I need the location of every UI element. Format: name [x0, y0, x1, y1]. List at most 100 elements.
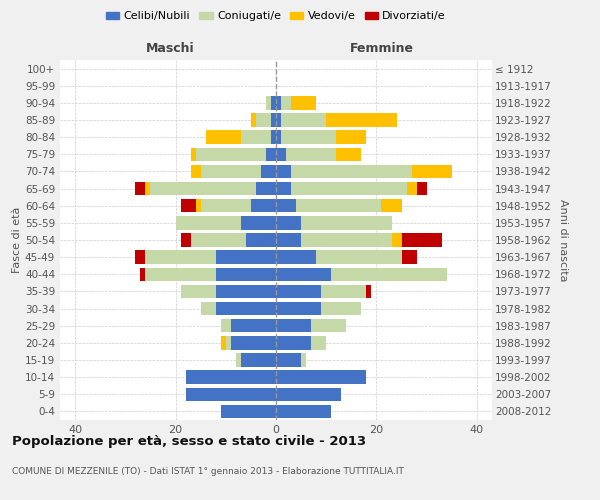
Bar [326, 114, 397, 126]
Text: Popolazione per età, sesso e stato civile - 2013: Popolazione per età, sesso e stato civil… [12, 435, 366, 448]
Bar [226, 336, 231, 349]
Bar [206, 130, 241, 144]
Bar [281, 114, 326, 126]
Bar [382, 199, 401, 212]
Bar [301, 216, 392, 230]
Bar [181, 234, 191, 246]
Bar [416, 182, 427, 196]
Bar [200, 164, 261, 178]
Bar [236, 354, 241, 366]
Bar [276, 199, 296, 212]
Text: Femmine: Femmine [349, 42, 413, 55]
Bar [401, 234, 442, 246]
Bar [271, 96, 276, 110]
Bar [296, 199, 382, 212]
Bar [331, 268, 447, 281]
Bar [221, 319, 231, 332]
Bar [276, 268, 331, 281]
Bar [336, 130, 367, 144]
Bar [256, 182, 276, 196]
Bar [367, 284, 371, 298]
Bar [401, 250, 416, 264]
Bar [291, 182, 407, 196]
Bar [276, 130, 281, 144]
Bar [276, 96, 281, 110]
Bar [200, 302, 216, 316]
Bar [276, 319, 311, 332]
Bar [246, 234, 276, 246]
Bar [311, 319, 346, 332]
Bar [276, 336, 311, 349]
Bar [311, 336, 326, 349]
Bar [196, 199, 200, 212]
Bar [281, 130, 336, 144]
Bar [191, 148, 196, 161]
Bar [301, 354, 306, 366]
Bar [200, 199, 251, 212]
Bar [276, 164, 291, 178]
Bar [241, 216, 276, 230]
Bar [281, 96, 291, 110]
Bar [191, 234, 246, 246]
Text: COMUNE DI MEZZENILE (TO) - Dati ISTAT 1° gennaio 2013 - Elaborazione TUTTITALIA.: COMUNE DI MEZZENILE (TO) - Dati ISTAT 1°… [12, 468, 404, 476]
Bar [136, 250, 145, 264]
Bar [276, 216, 301, 230]
Bar [321, 284, 367, 298]
Bar [392, 234, 401, 246]
Bar [261, 164, 276, 178]
Legend: Celibi/Nubili, Coniugati/e, Vedovi/e, Divorziati/e: Celibi/Nubili, Coniugati/e, Vedovi/e, Di… [103, 8, 449, 24]
Bar [140, 268, 145, 281]
Bar [185, 370, 276, 384]
Bar [145, 268, 216, 281]
Bar [271, 114, 276, 126]
Bar [412, 164, 452, 178]
Bar [407, 182, 416, 196]
Bar [185, 388, 276, 401]
Bar [301, 234, 392, 246]
Bar [176, 216, 241, 230]
Bar [276, 302, 321, 316]
Bar [276, 182, 291, 196]
Bar [231, 336, 276, 349]
Bar [216, 250, 276, 264]
Bar [151, 182, 256, 196]
Bar [241, 354, 276, 366]
Bar [221, 404, 276, 418]
Bar [266, 96, 271, 110]
Bar [276, 250, 316, 264]
Bar [251, 199, 276, 212]
Bar [196, 148, 266, 161]
Bar [321, 302, 361, 316]
Text: Maschi: Maschi [146, 42, 195, 55]
Bar [241, 130, 271, 144]
Bar [216, 268, 276, 281]
Bar [136, 182, 145, 196]
Bar [276, 354, 301, 366]
Y-axis label: Fasce di età: Fasce di età [12, 207, 22, 273]
Bar [286, 148, 336, 161]
Bar [291, 96, 316, 110]
Bar [191, 164, 200, 178]
Bar [145, 250, 216, 264]
Bar [276, 370, 367, 384]
Bar [276, 404, 331, 418]
Bar [221, 336, 226, 349]
Bar [266, 148, 276, 161]
Bar [256, 114, 271, 126]
Bar [336, 148, 361, 161]
Bar [271, 130, 276, 144]
Bar [291, 164, 412, 178]
Bar [276, 388, 341, 401]
Bar [276, 114, 281, 126]
Bar [276, 148, 286, 161]
Bar [251, 114, 256, 126]
Bar [145, 182, 151, 196]
Bar [231, 319, 276, 332]
Bar [216, 302, 276, 316]
Bar [181, 199, 196, 212]
Bar [276, 234, 301, 246]
Y-axis label: Anni di nascita: Anni di nascita [558, 198, 568, 281]
Bar [276, 284, 321, 298]
Bar [181, 284, 216, 298]
Bar [316, 250, 401, 264]
